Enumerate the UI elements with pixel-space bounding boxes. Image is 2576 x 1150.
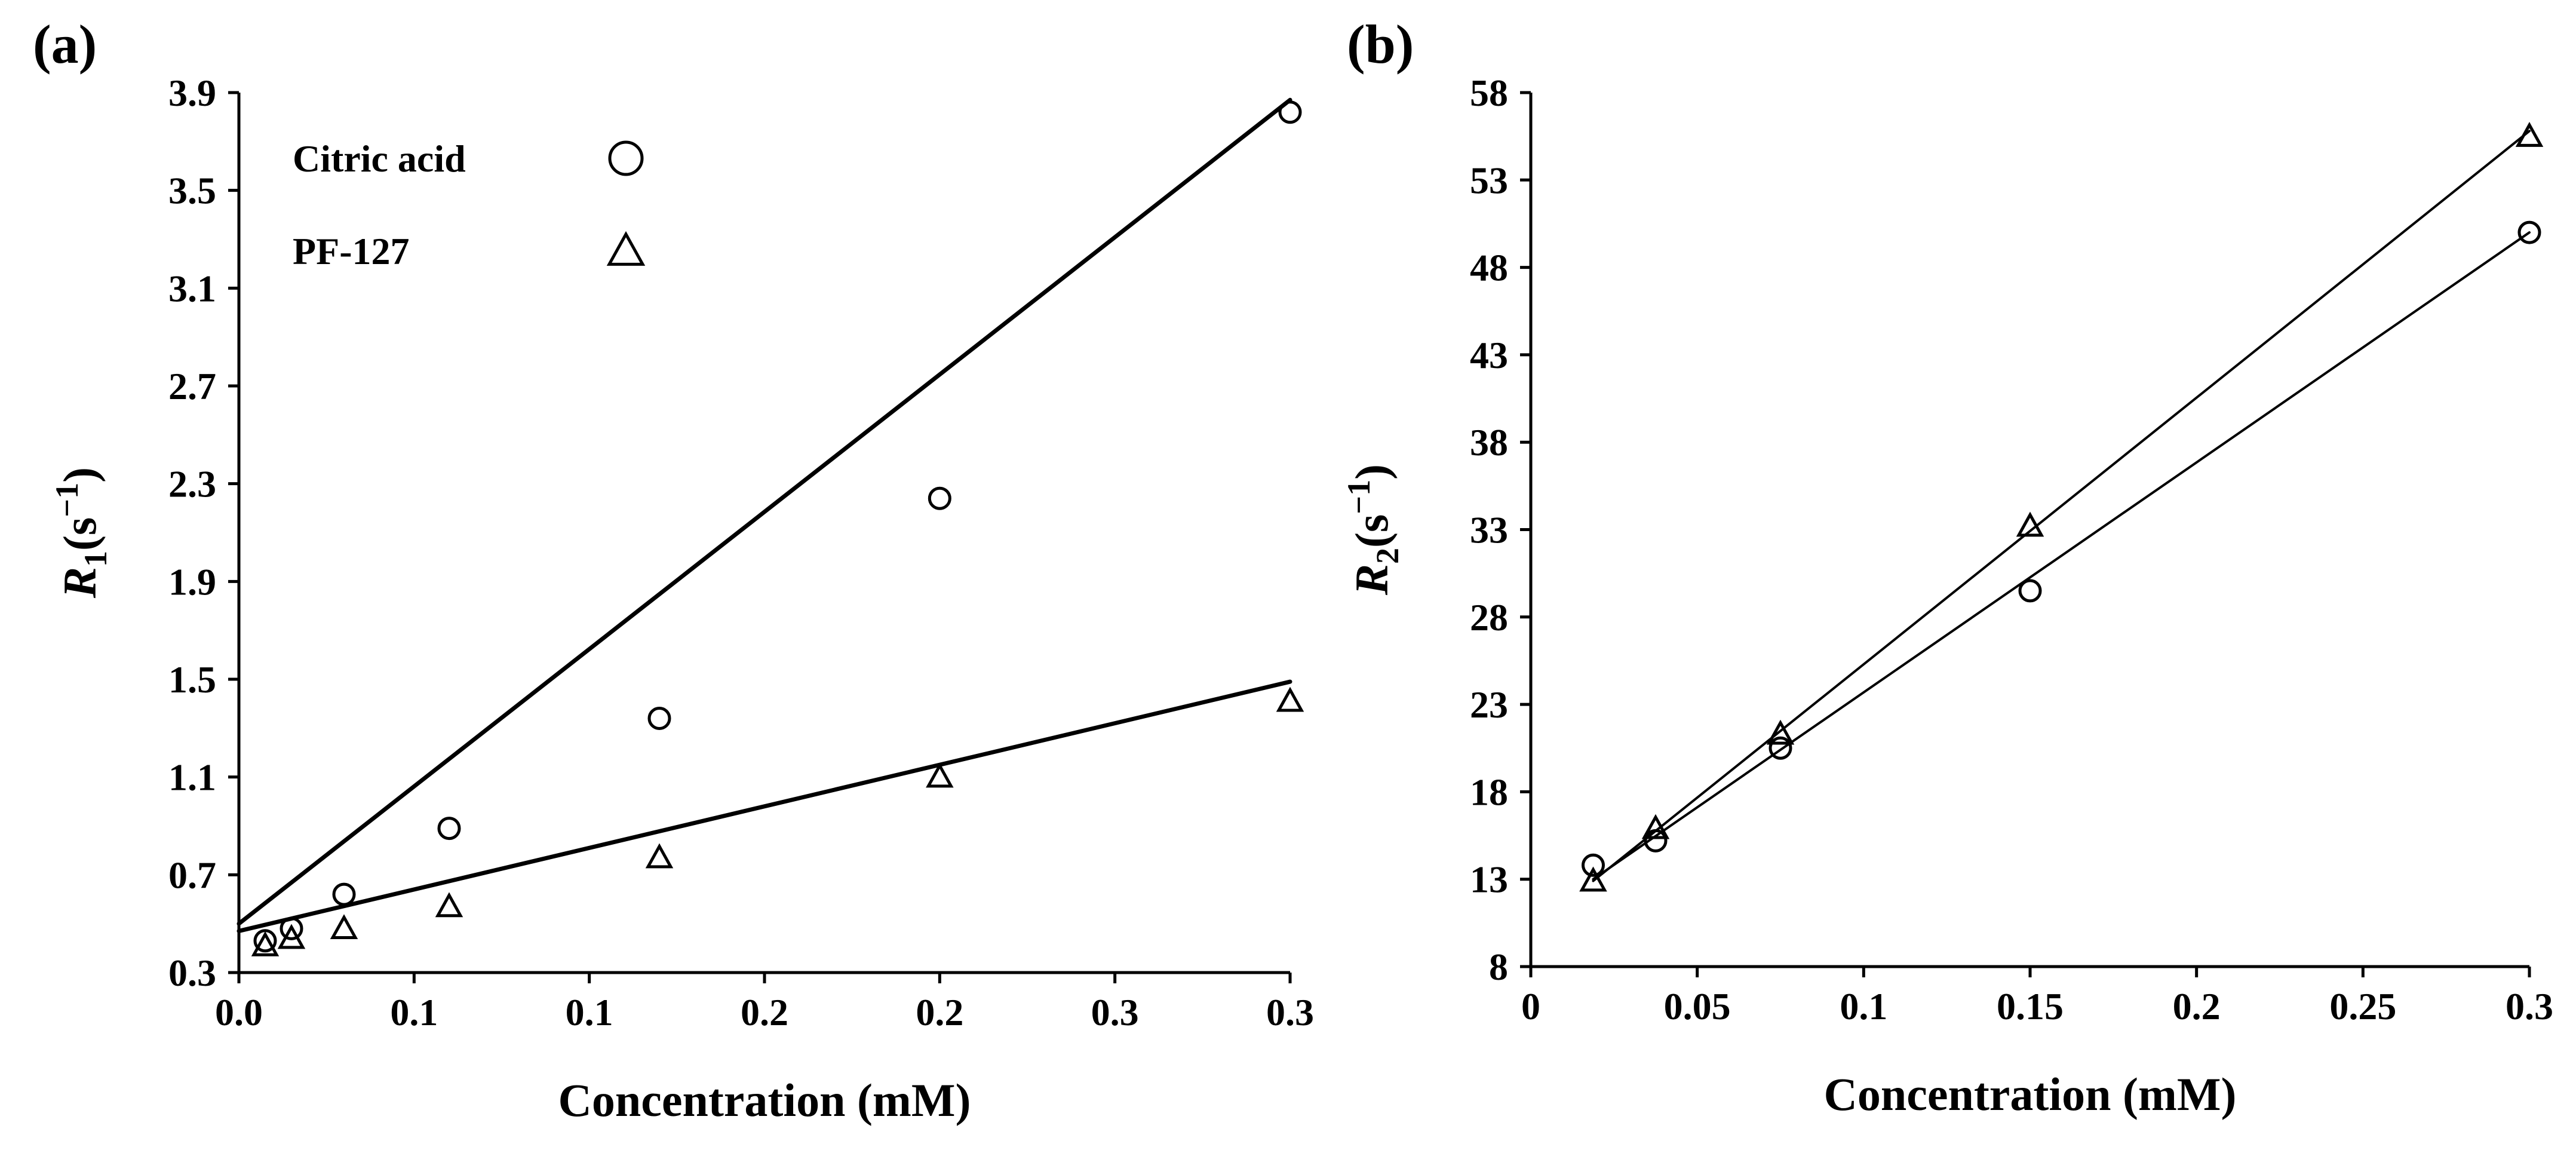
panel-a-y-tick-label: 0.7: [168, 854, 216, 896]
panel-a-y-tick-label: 3.9: [168, 72, 216, 114]
panel-b-y-axis-title-open: (s: [1346, 514, 1398, 548]
panel-b-series-citric-acid-point: [2018, 579, 2042, 603]
panel-b-x-tick-label: 0: [1521, 985, 1540, 1028]
panel-a-x-tick-label: 0.3: [1266, 991, 1314, 1034]
panel-a-series-citric-acid-point: [332, 882, 356, 906]
panel-a-y-axis-title: R1(s−1): [49, 467, 113, 599]
panel-a-series-pf-127-fit-line: [237, 679, 1292, 933]
panel-b-y-tick-label: 53: [1470, 159, 1508, 201]
panel-b-y-tick-label: 38: [1470, 421, 1508, 464]
panel-a-series-citric-acid-point: [928, 486, 951, 510]
panel-b-y-tick-label: 58: [1470, 72, 1508, 114]
panel-b-series-citric-acid-fit-line: [1592, 231, 2531, 881]
panel-b-x-tick-label: 0.15: [1997, 985, 2064, 1028]
panel-a-x-tick-label: 0.1: [566, 991, 613, 1034]
panel-a-series-pf-127-point: [435, 892, 463, 918]
panel-a-series-citric-acid-point: [437, 817, 461, 841]
panel-a-legend-pf-127-label: PF-127: [293, 230, 410, 272]
panel-a-y-tick-label: 2.3: [168, 463, 216, 505]
panel-a-y-tick-label: 1.5: [168, 658, 216, 701]
panel-a-y-tick-label: 3.1: [168, 267, 216, 309]
panel-a-series-citric-acid-fit-line: [237, 97, 1292, 926]
panel-b-series-pf-127-fit-line: [1592, 130, 2531, 882]
panel-a-series-pf-127-point: [251, 931, 280, 956]
panel-b-y-tick-label: 18: [1470, 771, 1508, 813]
panel-a-label: (a): [33, 14, 97, 75]
panel-a-y-axis-title-sub: 1: [78, 551, 113, 567]
panel-b-y-tick-label: 23: [1470, 683, 1508, 726]
panel-a-y-axis-title-close: ): [54, 467, 106, 483]
panel-a-series-pf-127-point: [330, 914, 358, 940]
panel-b-series-pf-127-point: [2016, 511, 2044, 537]
panel-a-series-citric-acid-point: [253, 929, 277, 953]
panel-a-series-citric-acid-point: [1278, 100, 1302, 124]
panel-a-legend-pf-127-marker: [606, 231, 646, 266]
panel-b-x-tick-label: 0.05: [1664, 985, 1731, 1028]
panel-a-y-tick-label: 0.3: [168, 952, 216, 994]
panel-a-legend-citric-acid-label: Citric acid: [293, 137, 466, 180]
panel-a-y-axis-title-open: (s: [54, 517, 106, 551]
panel-b-y-axis-title-close: ): [1346, 464, 1398, 480]
panel-b-x-tick-label: 0.2: [2173, 985, 2221, 1028]
panel-a-x-tick-label: 0.1: [390, 991, 438, 1034]
panel-a-x-tick-label: 0.2: [916, 991, 963, 1034]
panel-b-series-pf-127-point: [1641, 814, 1670, 839]
panel-a-legend-citric-acid-marker: [608, 140, 644, 176]
panel-a-series-pf-127-point: [277, 924, 306, 949]
panel-b-x-axis-title: Concentration (mM): [1824, 1068, 2237, 1120]
panel-b-x-tick-label: 0.25: [2329, 985, 2396, 1028]
panel-b-series-citric-acid-point: [1768, 736, 1792, 760]
panel-a-y-tick-label: 2.7: [168, 365, 216, 407]
panel-b: (b) 0 0.05 0.1 0.15 0.2 0.25 0.3 8 13 18 23 28 33 38 4…: [1341, 14, 2553, 1120]
panel-b-series-pf-127-point: [2515, 122, 2544, 147]
panel-a-x-tick-label: 0.3: [1091, 991, 1139, 1034]
panel-b-y-tick-label: 28: [1470, 596, 1508, 639]
panel-a-y-tick-label: 1.1: [168, 756, 216, 799]
panel-a: (a) 0.0 0.1 0.1 0.2 0.2 0.3 0.3 0.3 0.7 1.1 1.5 1.9…: [33, 14, 1314, 1126]
panel-a-series-pf-127-point: [1276, 686, 1304, 712]
panel-a-x-tick-label: 0.2: [741, 991, 788, 1034]
panel-a-y-axis-title-main: R: [54, 567, 106, 599]
panel-a-series-citric-acid-point: [647, 706, 671, 730]
panel-b-y-axis-title-sup: −1: [1341, 480, 1377, 514]
panel-b-series-citric-acid-point: [2517, 220, 2541, 244]
panel-a-y-axis-title-sup: −1: [49, 483, 85, 517]
panel-b-series-pf-127-point: [1579, 866, 1607, 892]
panel-a-x-axis-title: Concentration (mM): [558, 1074, 971, 1126]
panel-b-y-tick-label: 33: [1470, 509, 1508, 551]
panel-b-y-tick-label: 8: [1489, 946, 1508, 988]
panel-a-y-tick-label: 1.9: [168, 560, 216, 603]
panel-b-x-tick-label: 0.3: [2506, 985, 2553, 1028]
panel-b-y-tick-label: 13: [1470, 858, 1508, 901]
panel-b-y-axis-title-main: R: [1346, 564, 1398, 596]
panel-b-series-pf-127-point: [1766, 719, 1795, 745]
panel-b-y-tick-label: 48: [1470, 247, 1508, 289]
panel-a-legend: Citric acid PF-127: [293, 137, 646, 272]
panel-a-series-pf-127-point: [645, 843, 674, 869]
panel-a-y-tick-label: 3.5: [168, 170, 216, 212]
panel-b-y-tick-label: 43: [1470, 334, 1508, 376]
panel-b-label: (b): [1347, 14, 1414, 75]
panel-b-y-axis-title: R2(s−1): [1341, 464, 1405, 596]
panel-b-x-tick-label: 0.1: [1840, 985, 1887, 1028]
panel-a-x-tick-label: 0.0: [215, 991, 263, 1034]
panel-a-series-pf-127-point: [926, 762, 954, 788]
panel-b-y-axis-title-sub: 2: [1370, 548, 1405, 564]
panel-b-series-citric-acid-point: [1582, 853, 1605, 877]
